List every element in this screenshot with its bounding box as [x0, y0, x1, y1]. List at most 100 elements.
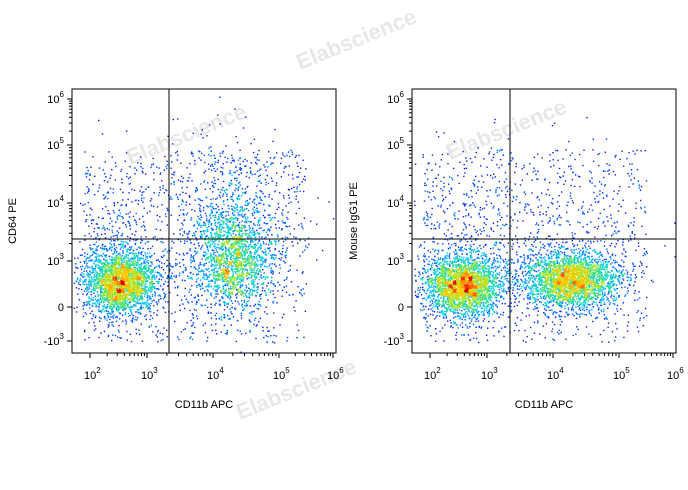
event-dot — [213, 246, 215, 248]
event-dot — [240, 263, 243, 265]
event-dot — [108, 299, 110, 301]
event-dot — [240, 169, 242, 171]
event-dot — [198, 267, 200, 269]
event-dot — [184, 279, 186, 282]
event-dot — [169, 268, 171, 271]
event-dot — [135, 286, 137, 289]
event-dot — [105, 254, 107, 256]
event-dot — [131, 288, 133, 290]
event-dot — [217, 293, 219, 295]
event-dot — [242, 216, 244, 218]
event-dot — [205, 235, 207, 237]
event-dot — [220, 291, 223, 294]
event-dot — [255, 277, 257, 279]
event-dot — [149, 318, 151, 321]
event-dot — [201, 305, 203, 307]
event-dot — [189, 259, 192, 261]
event-dot — [107, 315, 110, 318]
event-dot — [139, 291, 141, 293]
event-dot — [104, 281, 107, 284]
event-dot — [229, 308, 231, 310]
event-dot — [114, 269, 116, 271]
event-dot — [151, 261, 153, 263]
event-dot — [139, 294, 142, 296]
event-dot — [187, 275, 189, 277]
event-dot — [92, 250, 95, 253]
event-dot — [108, 291, 111, 294]
event-dot — [150, 261, 152, 263]
event-dot — [106, 279, 108, 281]
event-dot — [201, 269, 203, 271]
event-dot — [232, 282, 234, 285]
event-dot — [92, 305, 94, 307]
event-dot — [248, 259, 250, 261]
event-dot — [160, 298, 162, 300]
event-dot — [221, 278, 224, 280]
event-dot — [124, 268, 126, 270]
event-dot — [135, 280, 137, 283]
event-dot — [253, 231, 255, 234]
event-dot — [122, 275, 125, 277]
event-dot — [113, 304, 115, 306]
event-dot — [85, 281, 87, 283]
event-dot — [126, 302, 128, 304]
event-dot — [125, 288, 127, 290]
event-dot — [213, 274, 215, 276]
event-dot — [186, 240, 188, 243]
event-dot — [215, 277, 217, 280]
event-dot — [233, 244, 235, 247]
event-dot — [225, 241, 227, 243]
event-dot — [127, 305, 129, 308]
event-dot — [250, 274, 252, 276]
event-dot — [238, 249, 240, 251]
event-dot — [132, 286, 134, 288]
event-dot — [146, 300, 148, 302]
event-dot — [223, 291, 225, 293]
event-dot — [124, 273, 126, 275]
event-dot — [194, 191, 197, 193]
event-dot — [124, 307, 127, 310]
event-dot — [101, 296, 104, 298]
event-dot — [204, 170, 207, 172]
event-dot — [111, 301, 113, 304]
event-dot — [122, 243, 124, 246]
event-dot — [214, 282, 216, 284]
event-dot — [94, 282, 96, 285]
event-dot — [228, 281, 230, 284]
event-dot — [129, 290, 131, 292]
event-dot — [200, 285, 202, 287]
event-dot — [92, 299, 95, 301]
event-dot — [239, 157, 241, 160]
event-dot — [83, 255, 86, 258]
event-dot — [131, 279, 134, 281]
event-dot — [103, 262, 105, 264]
event-dot — [190, 242, 192, 244]
event-dot — [112, 321, 114, 323]
event-dot — [93, 288, 95, 290]
event-dot — [252, 241, 254, 243]
event-dot — [117, 292, 119, 294]
event-dot — [225, 218, 227, 220]
event-dot — [239, 214, 241, 216]
event-dot — [201, 244, 204, 247]
event-dot — [105, 283, 107, 285]
event-dot — [226, 218, 228, 220]
event-dot — [105, 281, 107, 283]
event-dot — [105, 298, 107, 301]
event-dot — [92, 267, 95, 270]
event-dot — [140, 296, 142, 298]
event-dot — [127, 251, 129, 253]
event-dot — [129, 279, 131, 281]
event-dot — [118, 263, 121, 265]
event-dot — [99, 268, 101, 271]
event-dot — [242, 283, 244, 286]
event-dot — [109, 258, 111, 260]
event-dot — [253, 263, 256, 266]
event-dot — [100, 283, 103, 285]
event-dot — [215, 293, 217, 295]
event-dot — [227, 273, 230, 275]
event-dot — [119, 304, 122, 306]
event-dot — [84, 339, 86, 341]
event-dot — [118, 302, 120, 304]
event-dot — [259, 202, 262, 205]
